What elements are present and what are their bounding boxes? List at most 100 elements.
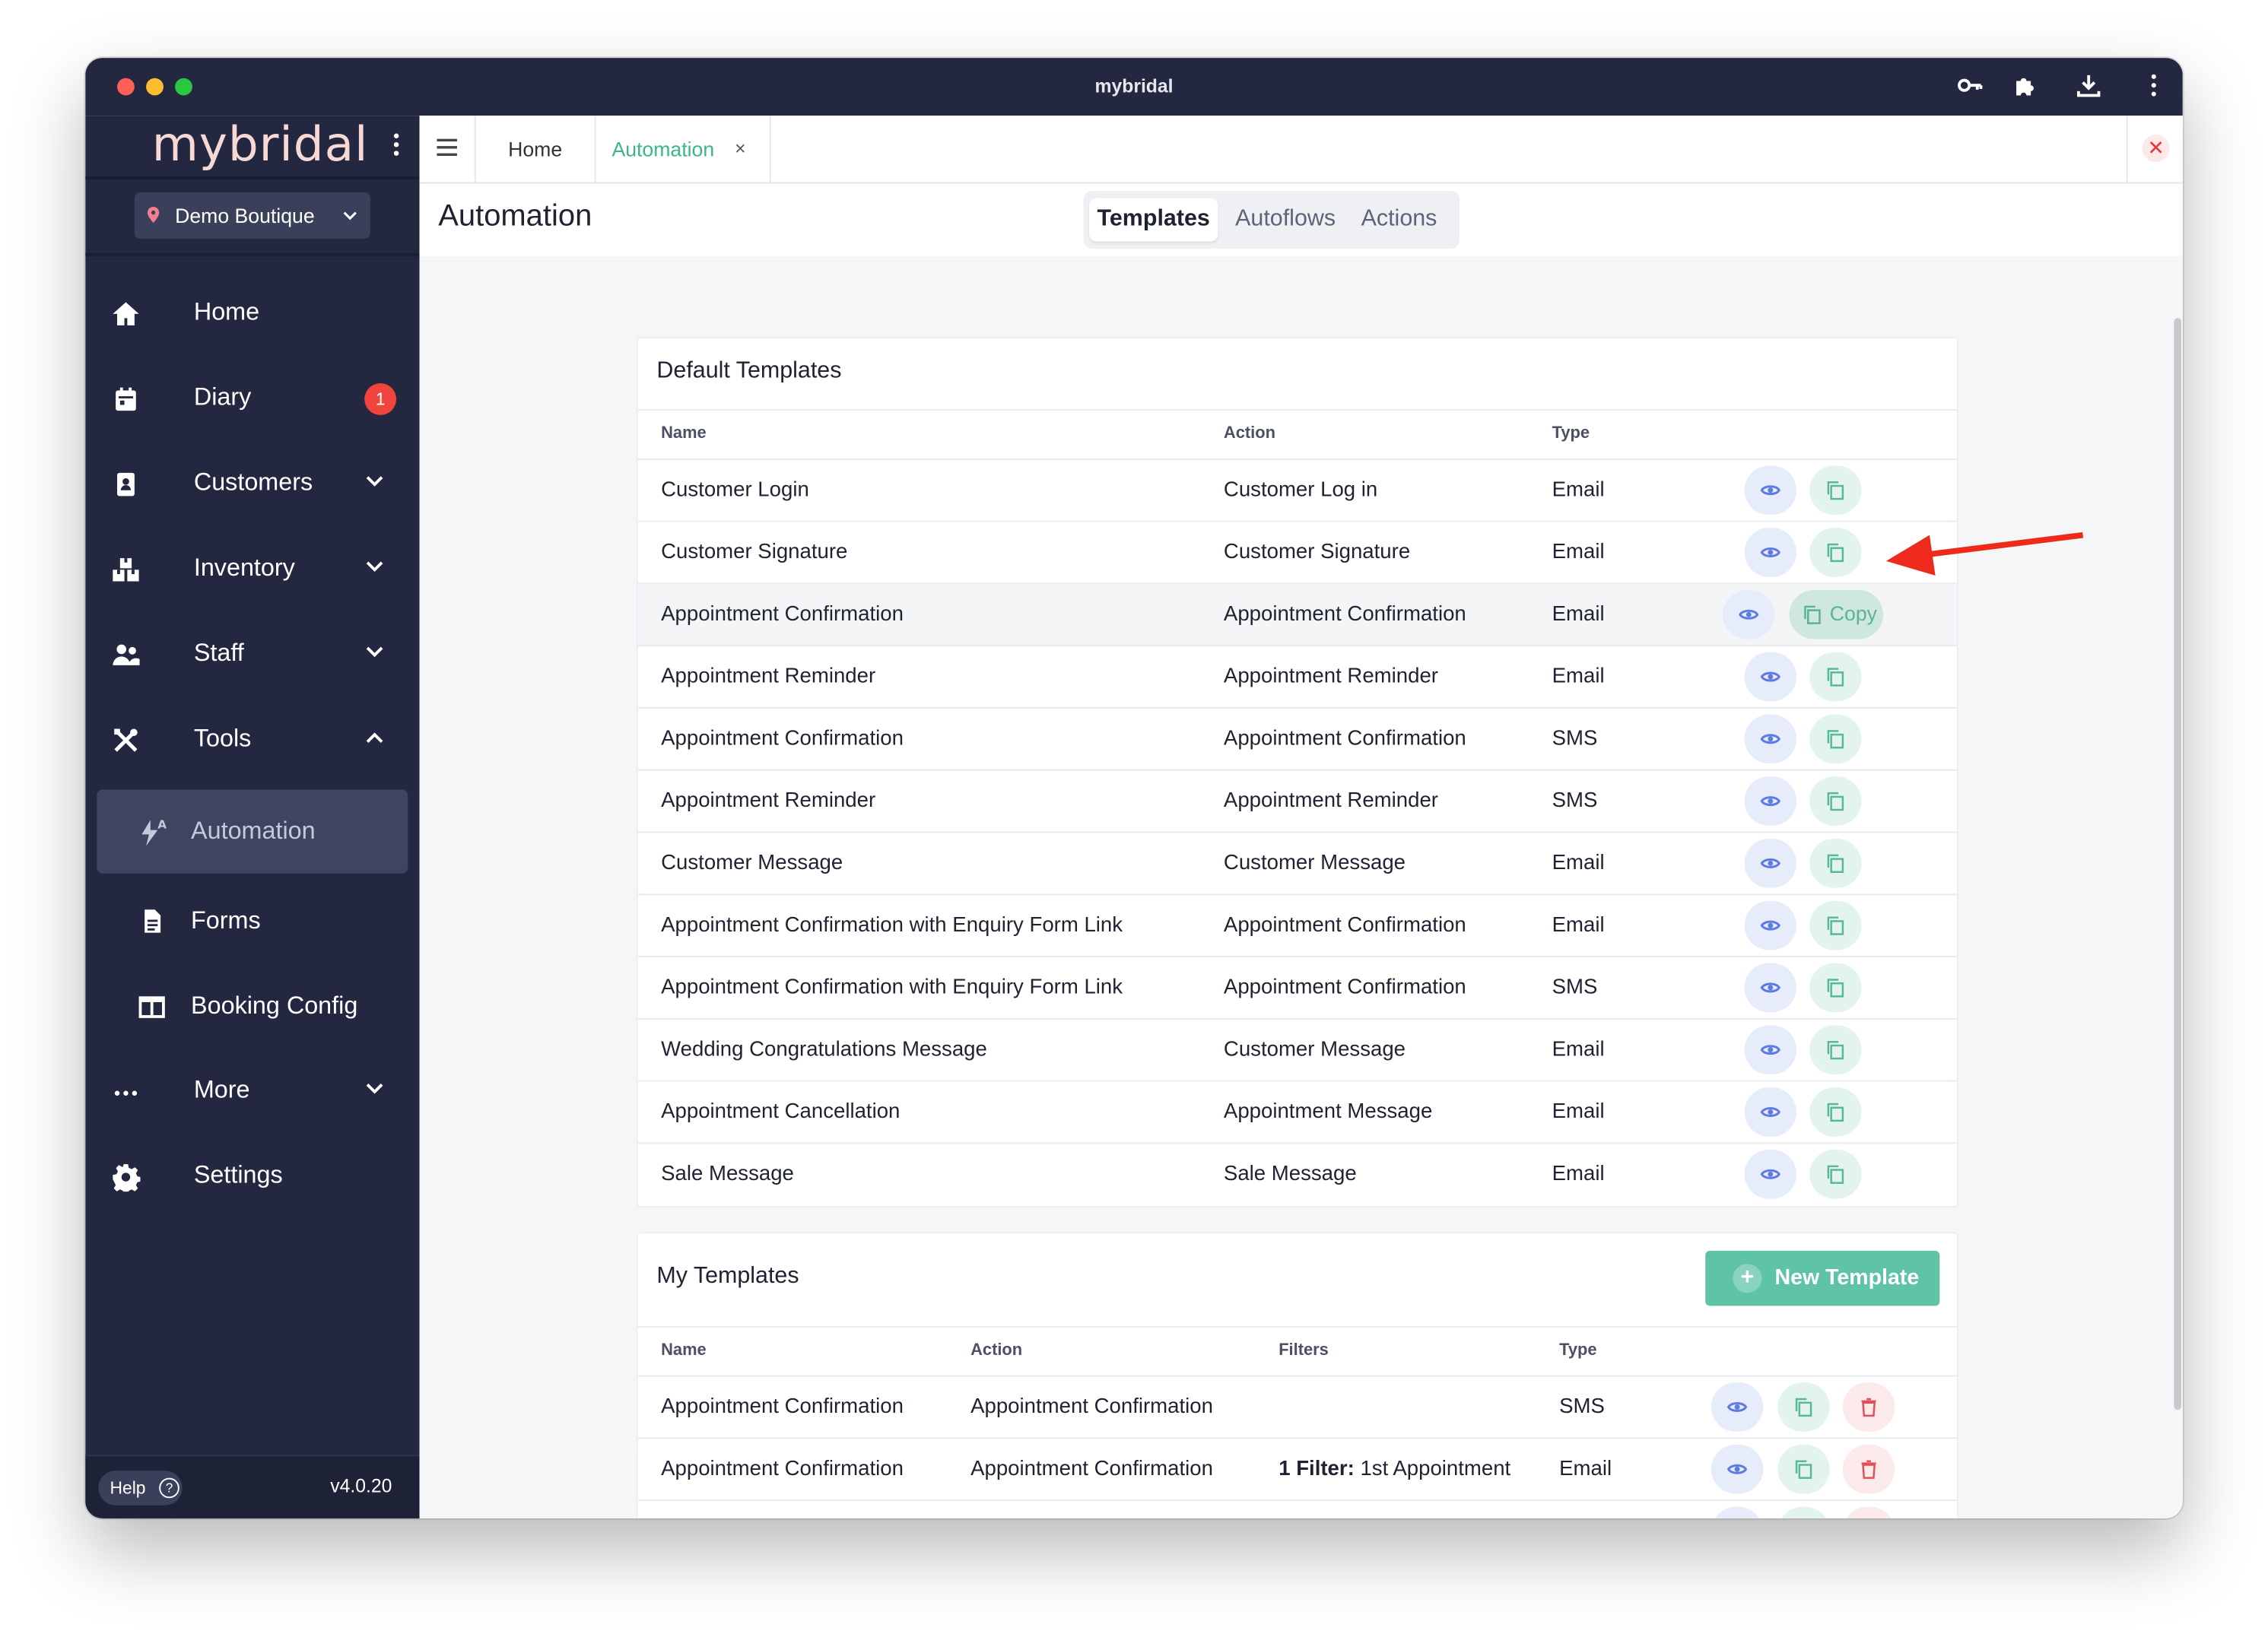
download-icon[interactable] (2074, 72, 2103, 101)
preview-button[interactable] (1744, 714, 1797, 764)
table-row[interactable]: Wedding Congratulations Message Customer … (637, 1017, 1958, 1082)
preview-button[interactable] (1744, 900, 1797, 950)
maximize-window-button[interactable] (175, 78, 192, 96)
sidebar-item-home[interactable]: Home (85, 278, 419, 350)
copy-icon (1827, 792, 1844, 811)
copy-button[interactable] (1777, 1382, 1830, 1432)
preview-button[interactable] (1744, 1149, 1797, 1199)
close-icon[interactable]: ✕ (2142, 134, 2170, 163)
sidebar-item-booking-config[interactable]: Booking Config (97, 965, 408, 1049)
preview-button[interactable] (1744, 839, 1797, 888)
new-template-button[interactable]: + New Template (1705, 1251, 1940, 1306)
card-title: Default Templates (656, 358, 842, 383)
sidebar-item-label: Forms (191, 906, 261, 934)
preview-button[interactable] (1711, 1506, 1764, 1518)
sidebar-item-tools[interactable]: Tools (85, 704, 419, 776)
preview-button[interactable] (1744, 1025, 1797, 1075)
minimize-window-button[interactable] (146, 78, 164, 96)
location-selector[interactable]: Demo Boutique (134, 192, 370, 239)
sidebar-item-settings[interactable]: Settings (85, 1141, 419, 1214)
sidebar-item-more[interactable]: More (85, 1055, 419, 1128)
template-type: Email (1552, 913, 1605, 938)
copy-icon (1827, 854, 1844, 874)
copy-button[interactable] (1809, 1149, 1862, 1199)
plus-icon: + (1733, 1264, 1762, 1293)
sidebar: mybridal Demo Boutique Home Diary 1 Cust (85, 116, 420, 1518)
tab-close-icon[interactable]: × (735, 137, 746, 160)
table-row[interactable]: Customer Message Customer Message Email (637, 831, 1958, 896)
delete-button[interactable] (1842, 1506, 1895, 1518)
help-button[interactable]: Help ? (98, 1471, 183, 1506)
copy-icon (1827, 979, 1844, 998)
sidebar-item-label: Settings (193, 1161, 283, 1189)
table-row[interactable]: Appointment Reminder Appointment Reminder… (637, 645, 1958, 709)
table-row[interactable]: Customer Login Customer Log in Email (637, 458, 1958, 522)
annotation-arrow (1885, 532, 2084, 576)
key-icon[interactable] (1955, 72, 1984, 101)
chevron-down-icon (364, 471, 385, 492)
sidebar-menu-icon[interactable] (392, 133, 400, 163)
sidebar-footer: Help ? v4.0.20 (85, 1455, 420, 1518)
table-row[interactable]: Appointment Cancellation Appointment Mess… (637, 1080, 1958, 1144)
copy-button[interactable] (1809, 1025, 1862, 1075)
tab-home[interactable]: Home (476, 116, 596, 182)
tab-automation[interactable]: Automation × (596, 116, 771, 182)
copy-button[interactable] (1809, 652, 1862, 702)
copy-button[interactable]: Copy (1789, 589, 1884, 639)
preview-button[interactable] (1744, 652, 1797, 702)
ellipsis-icon (111, 1077, 140, 1106)
close-window-button[interactable] (117, 78, 135, 96)
copy-button[interactable] (1809, 1087, 1862, 1137)
location-label: Demo Boutique (175, 204, 315, 227)
extensions-icon[interactable] (2011, 72, 2040, 101)
copy-button[interactable] (1809, 714, 1862, 764)
copy-button[interactable] (1777, 1506, 1830, 1518)
copy-button[interactable] (1809, 465, 1862, 516)
sidebar-item-forms[interactable]: Forms (97, 879, 408, 963)
table-row[interactable]: Appointment Confirmation with Enquiry Fo… (637, 956, 1958, 1020)
contact-card-icon (111, 470, 140, 499)
delete-button[interactable] (1842, 1444, 1895, 1494)
preview-button[interactable] (1711, 1382, 1764, 1432)
preview-button[interactable] (1711, 1444, 1764, 1494)
preview-button[interactable] (1744, 776, 1797, 826)
template-type: SMS (1552, 976, 1598, 1000)
copy-button[interactable] (1809, 839, 1862, 888)
mybridal-logo: mybridal (151, 116, 369, 173)
sidebar-item-staff[interactable]: Staff (85, 619, 419, 691)
table-header: Name Action Type (637, 409, 1958, 460)
table-row[interactable]: Customer Signature Customer Signature Emai… (637, 520, 1958, 585)
preview-button[interactable] (1744, 465, 1797, 516)
preview-button[interactable] (1744, 1087, 1797, 1137)
preview-button[interactable] (1744, 528, 1797, 577)
sidebar-item-customers[interactable]: Customers (85, 449, 419, 521)
more-options-icon[interactable] (2139, 72, 2168, 101)
delete-button[interactable] (1842, 1382, 1895, 1432)
hamburger-menu-icon[interactable] (420, 116, 476, 182)
copy-button[interactable] (1809, 963, 1862, 1013)
table-row[interactable]: Sale Message Sale Message Email (637, 1142, 1958, 1206)
copy-button[interactable] (1809, 776, 1862, 826)
preview-button[interactable] (1744, 963, 1797, 1013)
table-row[interactable]: Appointment Reminder Appointment Reminder… (637, 769, 1958, 833)
document-icon (138, 906, 167, 935)
template-action: Appointment Confirmation (1223, 976, 1466, 1000)
scrollbar[interactable] (2174, 318, 2181, 1410)
sidebar-item-diary[interactable]: Diary 1 (85, 363, 419, 435)
tab-autoflows[interactable]: Autoflows (1235, 206, 1336, 232)
sidebar-item-inventory[interactable]: Inventory (85, 534, 419, 606)
preview-button[interactable] (1723, 589, 1775, 639)
tab-templates[interactable]: Templates (1089, 198, 1218, 242)
copy-button[interactable] (1777, 1444, 1830, 1494)
copy-button[interactable] (1809, 528, 1862, 577)
copy-button[interactable] (1809, 900, 1862, 950)
table-row[interactable]: Appointment Confirmation with Enquiry Fo… (637, 893, 1958, 957)
tab-actions[interactable]: Actions (1361, 206, 1437, 232)
sidebar-item-automation[interactable]: A Automation (97, 789, 408, 874)
template-name: Customer Signature (661, 541, 848, 564)
